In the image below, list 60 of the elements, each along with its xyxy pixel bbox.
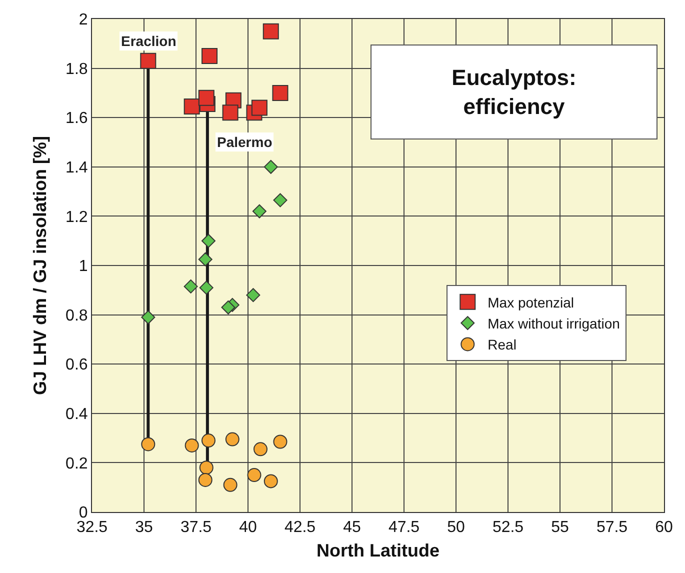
point	[184, 438, 199, 452]
x-tick-label: 57.5	[596, 519, 628, 536]
x-tick-label: 55	[551, 519, 569, 536]
y-tick-label: 1.4	[66, 160, 88, 176]
x-tick-label: 42.5	[284, 519, 316, 536]
legend-label: Real	[488, 336, 516, 353]
point	[201, 434, 216, 448]
point	[264, 474, 278, 488]
point	[252, 204, 266, 218]
point	[202, 48, 218, 64]
y-tick-label: 1.8	[66, 60, 88, 78]
legend-label: Max potenzial	[488, 294, 574, 310]
x-tick-label: 35	[135, 519, 153, 536]
point	[198, 252, 212, 266]
point	[273, 434, 288, 449]
y-tick-label: 0.2	[66, 455, 88, 472]
x-tick-label: 60	[655, 519, 673, 536]
annotation: Palermo	[217, 134, 272, 150]
y-tick-label: 0.6	[66, 356, 88, 374]
annotation: Eraclion	[121, 33, 176, 49]
y-tick-label: 1.6	[66, 110, 88, 128]
point	[221, 300, 236, 314]
point	[141, 310, 156, 324]
point	[251, 100, 268, 116]
x-tick-label: 45	[343, 519, 361, 536]
x-tick-label: 40	[239, 519, 257, 536]
point	[198, 90, 214, 106]
y-tick-label: 1	[78, 258, 88, 276]
point	[247, 468, 262, 482]
point	[223, 478, 238, 492]
point	[222, 104, 238, 121]
x-tick-label: 50	[447, 519, 465, 536]
point	[199, 280, 214, 295]
x-tick-label: 47.5	[388, 519, 420, 536]
y-tick-label: 2	[78, 12, 88, 29]
point	[225, 432, 240, 446]
x-axis-title: North Latitude	[316, 540, 440, 560]
point	[273, 193, 288, 208]
x-tick-label: 37.5	[180, 519, 212, 536]
point	[198, 472, 212, 487]
y-tick-label: 0.8	[66, 307, 88, 324]
point	[184, 98, 200, 115]
point	[264, 160, 278, 174]
y-tick-label: 1.2	[66, 208, 88, 226]
text: Eucalyptos: efficiency	[452, 65, 576, 119]
y-axis-title: GJ LHV dm / GJ insolation [%]	[30, 136, 50, 396]
point	[141, 437, 156, 452]
point	[199, 460, 214, 475]
x-tick-label: 52.5	[492, 519, 524, 536]
point	[140, 52, 156, 69]
point	[272, 84, 288, 101]
point	[201, 234, 216, 248]
point	[262, 23, 279, 40]
y-tick-label: 0	[78, 504, 88, 522]
point	[246, 288, 260, 302]
x-tick-label: 32.5	[76, 519, 108, 536]
point	[253, 442, 268, 456]
y-tick-label: 0.4	[66, 406, 88, 423]
legend-label: Max without irrigation	[488, 315, 620, 332]
point	[184, 279, 198, 294]
